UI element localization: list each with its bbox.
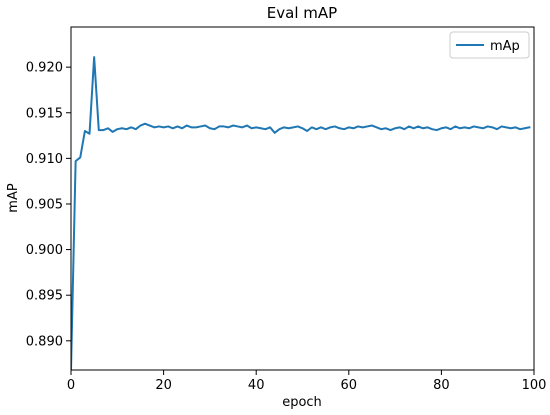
y-axis-label: mAP: [6, 183, 21, 213]
legend-box: [449, 31, 530, 59]
chart-title: Eval mAP: [267, 4, 337, 22]
x-axis-label: epoch: [282, 395, 322, 410]
y-tick-label: 0.905: [26, 197, 63, 212]
x-axis: 0 20 40 60 80 100: [67, 370, 547, 393]
y-axis: 0.890 0.895 0.900 0.905 0.910 0.915 0.920: [26, 61, 71, 349]
series-line-mAp: [71, 56, 531, 370]
legend: mAp: [449, 31, 530, 59]
y-tick-label: 0.890: [26, 334, 63, 349]
y-tick-label: 0.900: [26, 243, 63, 258]
plot-area: [70, 26, 535, 371]
x-tick-label: 40: [248, 378, 265, 393]
x-tick-label: 0: [67, 378, 75, 393]
y-tick-label: 0.915: [26, 106, 63, 121]
series-layer: [71, 56, 531, 370]
x-tick-label: 80: [433, 378, 450, 393]
y-tick-label: 0.895: [26, 289, 63, 304]
x-tick-label: 100: [522, 378, 547, 393]
y-tick-label: 0.920: [26, 61, 63, 76]
x-tick-label: 60: [341, 378, 358, 393]
legend-label-mAp: mAp: [490, 39, 520, 54]
plot-frame: [70, 26, 535, 371]
y-tick-label: 0.910: [26, 152, 63, 167]
x-tick-label: 20: [155, 378, 172, 393]
